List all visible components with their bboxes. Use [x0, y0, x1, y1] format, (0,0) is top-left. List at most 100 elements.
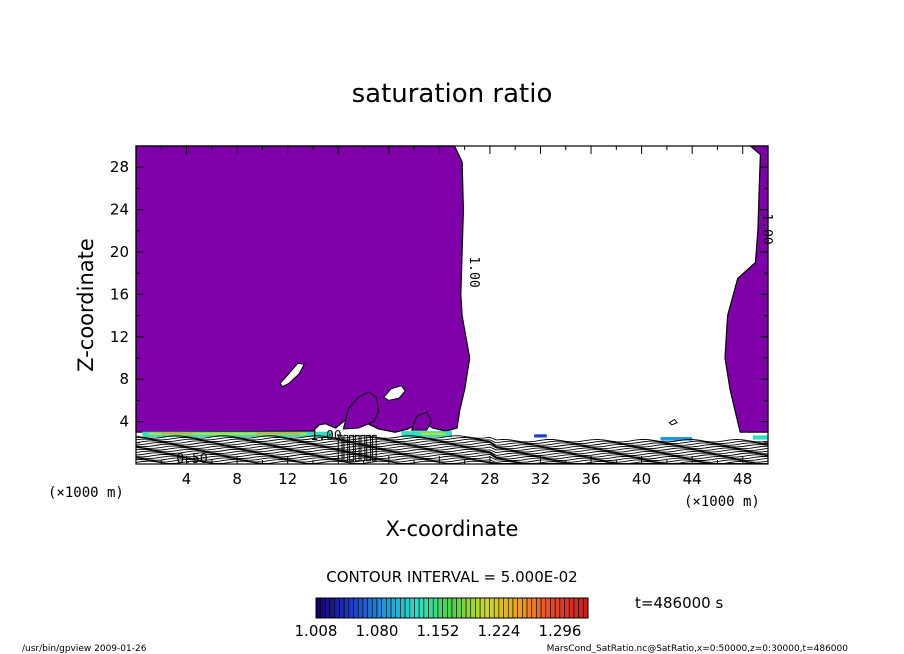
- y-tick-label: 24: [110, 201, 129, 219]
- x-tick-label: 12: [278, 470, 297, 488]
- colorbar-cell: [367, 597, 373, 619]
- colorbar-cell: [381, 597, 387, 619]
- x-tick-label: 40: [632, 470, 651, 488]
- contour-hole: [382, 385, 406, 401]
- colorbar-tick-label: 1.080: [356, 622, 399, 640]
- x-tick-label: 8: [232, 470, 242, 488]
- colorbar-cell: [409, 597, 415, 619]
- colorbar-cell: [559, 597, 565, 619]
- colorbar-cell: [325, 597, 331, 619]
- y-tick-label: 12: [110, 328, 129, 346]
- contour-band: [534, 434, 547, 438]
- colorbar-cell: [329, 597, 336, 619]
- colorbar-cell: [554, 597, 561, 619]
- colorbar-cell: [479, 597, 486, 619]
- x-tick-label: 4: [182, 470, 192, 488]
- colorbar-cell: [400, 597, 406, 619]
- x-tick-label: 24: [430, 470, 449, 488]
- x-axis-ticks: 4 8 12 16 20 24 28 32 36 40 44 48: [160, 146, 752, 488]
- x-tick-label: 36: [581, 470, 600, 488]
- colorbar-cell: [432, 597, 439, 619]
- contour-interval-text: CONTOUR INTERVAL = 5.000E-02: [326, 568, 577, 586]
- contour-fill-bump: [410, 411, 433, 431]
- colorbar-cell: [484, 597, 490, 619]
- colorbar-cell: [447, 597, 453, 619]
- plot-area: [135, 145, 769, 465]
- colorbar-cell: [390, 597, 397, 619]
- contour-fill-right: [724, 145, 769, 433]
- colorbar-cell: [489, 597, 495, 619]
- colorbar-cell: [456, 597, 462, 619]
- x-tick-label: 16: [329, 470, 348, 488]
- colorbar-cell: [395, 597, 401, 619]
- contour-line: [366, 434, 371, 462]
- colorbar-cell: [564, 597, 570, 619]
- colorbar-cell: [437, 597, 443, 619]
- colorbar-cell: [465, 597, 472, 619]
- y-tick-label: 28: [110, 158, 129, 176]
- contour-label: 1.00: [466, 256, 481, 287]
- colorbar-tick-label: 1.008: [295, 622, 338, 640]
- colorbar-cell: [386, 597, 392, 619]
- colorbar-cell: [507, 597, 514, 619]
- contour-line: [337, 434, 343, 462]
- contour-line: [135, 447, 769, 455]
- contour-line: [371, 434, 377, 462]
- x-tick-label: 32: [531, 470, 550, 488]
- contour-band: [161, 432, 193, 435]
- contour-line: [135, 438, 769, 446]
- contour-line: [360, 434, 366, 462]
- colorbar-cell: [353, 597, 359, 619]
- colorbar-cell: [531, 597, 537, 619]
- colorbar-cell: [451, 597, 457, 619]
- y-tick-label: 4: [119, 413, 129, 431]
- colorbar-frame: [315, 597, 589, 619]
- contour-band: [256, 432, 301, 435]
- contour-line: [349, 434, 354, 462]
- contour-line: [135, 457, 768, 464]
- colorbar: [315, 597, 589, 619]
- colorbar-cell: [573, 597, 579, 619]
- colorbar-cell: [568, 597, 575, 619]
- colorbar-cell: [526, 597, 533, 619]
- colorbar-tick-label: 1.296: [539, 622, 582, 640]
- contour-line: [135, 452, 768, 460]
- colorbar-cell: [475, 597, 481, 619]
- x-tick-label: 44: [683, 470, 702, 488]
- contour-line: [135, 445, 769, 453]
- contour-fill-bump: [342, 391, 380, 430]
- colorbar-cell: [503, 597, 509, 619]
- colorbar-cell: [339, 597, 345, 619]
- x-axis-unit: (×1000 m): [684, 494, 760, 510]
- contour-line: [668, 418, 678, 426]
- x-tick-label: 28: [480, 470, 499, 488]
- contour-label: 1.00: [759, 213, 774, 244]
- colorbar-cell: [442, 597, 448, 619]
- colorbar-cell: [498, 597, 504, 619]
- contour-line: [135, 436, 769, 445]
- colorbar-cell: [550, 597, 556, 619]
- colorbar-cell: [517, 597, 523, 619]
- y-tick-label: 16: [110, 285, 129, 303]
- x-axis-label: X-coordinate: [386, 517, 519, 541]
- x-tick-label: 20: [379, 470, 398, 488]
- contour-line: [343, 434, 349, 462]
- time-label: t=486000 s: [635, 594, 723, 612]
- colorbar-cell: [423, 597, 429, 619]
- colorbar-cell: [540, 597, 547, 619]
- colorbar-tick-label: 1.224: [478, 622, 521, 640]
- colorbar-cell: [578, 597, 584, 619]
- colorbar-cell: [418, 597, 425, 619]
- colorbar-cell: [357, 597, 364, 619]
- contour-band: [660, 436, 693, 441]
- colorbar-cell: [404, 597, 411, 619]
- colorbar-cell: [343, 597, 350, 619]
- plot-frame: [135, 145, 769, 465]
- colorbar-tick-label: 1.152: [417, 622, 460, 640]
- y-tick-label: 20: [110, 243, 129, 261]
- contour-line: [135, 455, 769, 463]
- colorbar-cell: [545, 597, 551, 619]
- contour-line: [135, 450, 769, 458]
- contour-band: [148, 432, 307, 435]
